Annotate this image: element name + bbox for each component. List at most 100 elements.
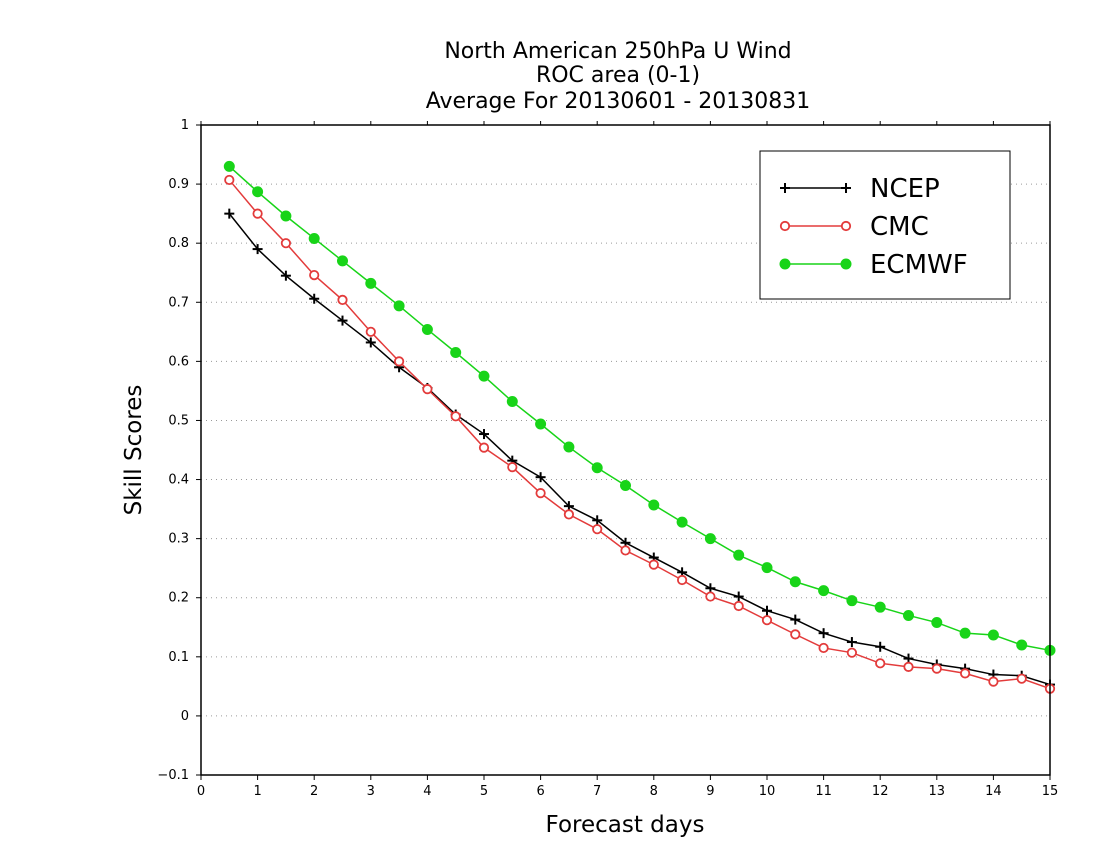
cmc-point: [563, 509, 575, 520]
ecmwf-point: [704, 533, 716, 545]
legend-marker: [840, 220, 852, 232]
y-tick-label: 0.6: [168, 354, 189, 369]
y-axis-title: Skill Scores: [121, 385, 147, 516]
y-tick-label: 0.4: [168, 473, 189, 488]
legend-item-cmc: CMC: [779, 212, 929, 242]
cmc-point: [620, 545, 631, 556]
x-tick-label: 9: [706, 784, 714, 799]
y-tick-label: 0.2: [168, 591, 189, 606]
ecmwf-point: [478, 370, 490, 382]
cmc-point: [478, 442, 490, 453]
ncep-point: [846, 637, 857, 648]
ncep-point: [309, 293, 320, 304]
ecmwf-point: [733, 549, 745, 561]
ecmwf-point: [252, 186, 264, 198]
legend-label-ncep: NCEP: [870, 174, 940, 204]
x-tick-label: 11: [815, 784, 832, 799]
ecmwf-point: [1016, 639, 1028, 651]
x-tick-label: 6: [536, 784, 544, 799]
ncep-point: [479, 429, 489, 440]
legend-item-ecmwf: ECMWF: [779, 250, 968, 280]
legend-marker: [779, 258, 791, 270]
ncep-point: [790, 614, 801, 625]
y-tick-label: 0.8: [168, 236, 189, 251]
y-tick-label: 1: [181, 118, 189, 133]
ecmwf-point: [959, 627, 971, 639]
ecmwf-point: [535, 418, 547, 430]
cmc-point: [648, 559, 659, 570]
ecmwf-point: [591, 462, 603, 474]
ecmwf-point: [620, 479, 631, 491]
ecmwf-point: [365, 277, 377, 289]
ecmwf-point: [874, 601, 886, 613]
ecmwf-point: [846, 595, 858, 607]
x-tick-label: 5: [480, 784, 488, 799]
legend-marker: [841, 183, 851, 193]
cmc-point: [1016, 673, 1027, 684]
cmc-point: [988, 676, 999, 687]
cmc-point: [959, 668, 971, 679]
ecmwf-point: [337, 255, 348, 267]
ecmwf-point: [223, 160, 235, 172]
x-tick-label: 14: [985, 784, 1002, 799]
ecmwf-point: [903, 609, 914, 621]
legend-marker: [780, 183, 790, 193]
cmc-point: [337, 294, 348, 306]
ecmwf-point: [421, 323, 433, 335]
legend-label-cmc: CMC: [870, 212, 929, 242]
chart-title: North American 250hPa U Wind ROC area (0…: [426, 39, 811, 114]
cmc-point: [705, 591, 716, 602]
x-tick-label: 12: [872, 784, 889, 799]
cmc-point: [931, 663, 942, 674]
cmc-point: [422, 384, 433, 395]
y-tick-label: 0.9: [168, 177, 189, 192]
ecmwf-point: [450, 347, 462, 358]
cmc-point: [507, 462, 518, 473]
cmc-point: [818, 642, 829, 654]
ncep-point: [280, 270, 291, 281]
cmc-point: [450, 411, 461, 422]
legend-label-ecmwf: ECMWF: [870, 250, 968, 280]
y-tick-label: 0.5: [168, 413, 189, 428]
ncep-point: [592, 515, 603, 526]
title-line-3: Average For 20130601 - 20130831: [426, 89, 811, 114]
y-tick-label: −0.1: [157, 768, 189, 783]
ecmwf-point: [761, 562, 773, 574]
cmc-point: [733, 600, 744, 612]
cmc-point: [252, 208, 263, 219]
cmc-point: [393, 356, 405, 367]
cmc-point: [875, 658, 886, 669]
x-tick-label: 13: [929, 784, 946, 799]
cmc-point: [592, 524, 603, 535]
series-ncep: [224, 208, 1055, 690]
cmc-point: [676, 574, 688, 586]
ecmwf-point: [987, 629, 999, 641]
axis-ticks: −0.100.10.20.30.40.50.60.70.80.910 1 2 3 4 5 6…: [157, 118, 1058, 799]
ncep-point: [733, 591, 744, 602]
ncep-point: [875, 641, 886, 652]
y-tick-label: 0.7: [168, 295, 189, 310]
ecmwf-point: [789, 576, 801, 588]
x-tick-label: 10: [759, 784, 776, 799]
ecmwf-point: [818, 585, 830, 597]
legend-marker: [840, 258, 852, 270]
x-tick-label: 3: [367, 784, 375, 799]
cmc-point: [365, 326, 376, 337]
x-tick-label: 8: [650, 784, 658, 799]
plot-area-frame: [200, 124, 1051, 776]
cmc-point: [309, 269, 320, 281]
x-tick-label: 15: [1042, 784, 1059, 799]
cmc-point: [224, 174, 235, 186]
legend-marker: [779, 220, 791, 232]
legend: NCEP CMC ECMWF: [759, 150, 1011, 300]
x-axis-title: Forecast days: [546, 812, 705, 838]
ecmwf-point: [931, 617, 943, 629]
title-line-2: ROC area (0-1): [536, 63, 700, 88]
y-tick-label: 0.1: [168, 650, 189, 665]
legend-box: [759, 150, 1011, 300]
cmc-point: [761, 615, 773, 626]
ncep-point: [818, 628, 829, 639]
ecmwf-point: [393, 300, 405, 312]
cmc-point: [535, 488, 546, 499]
